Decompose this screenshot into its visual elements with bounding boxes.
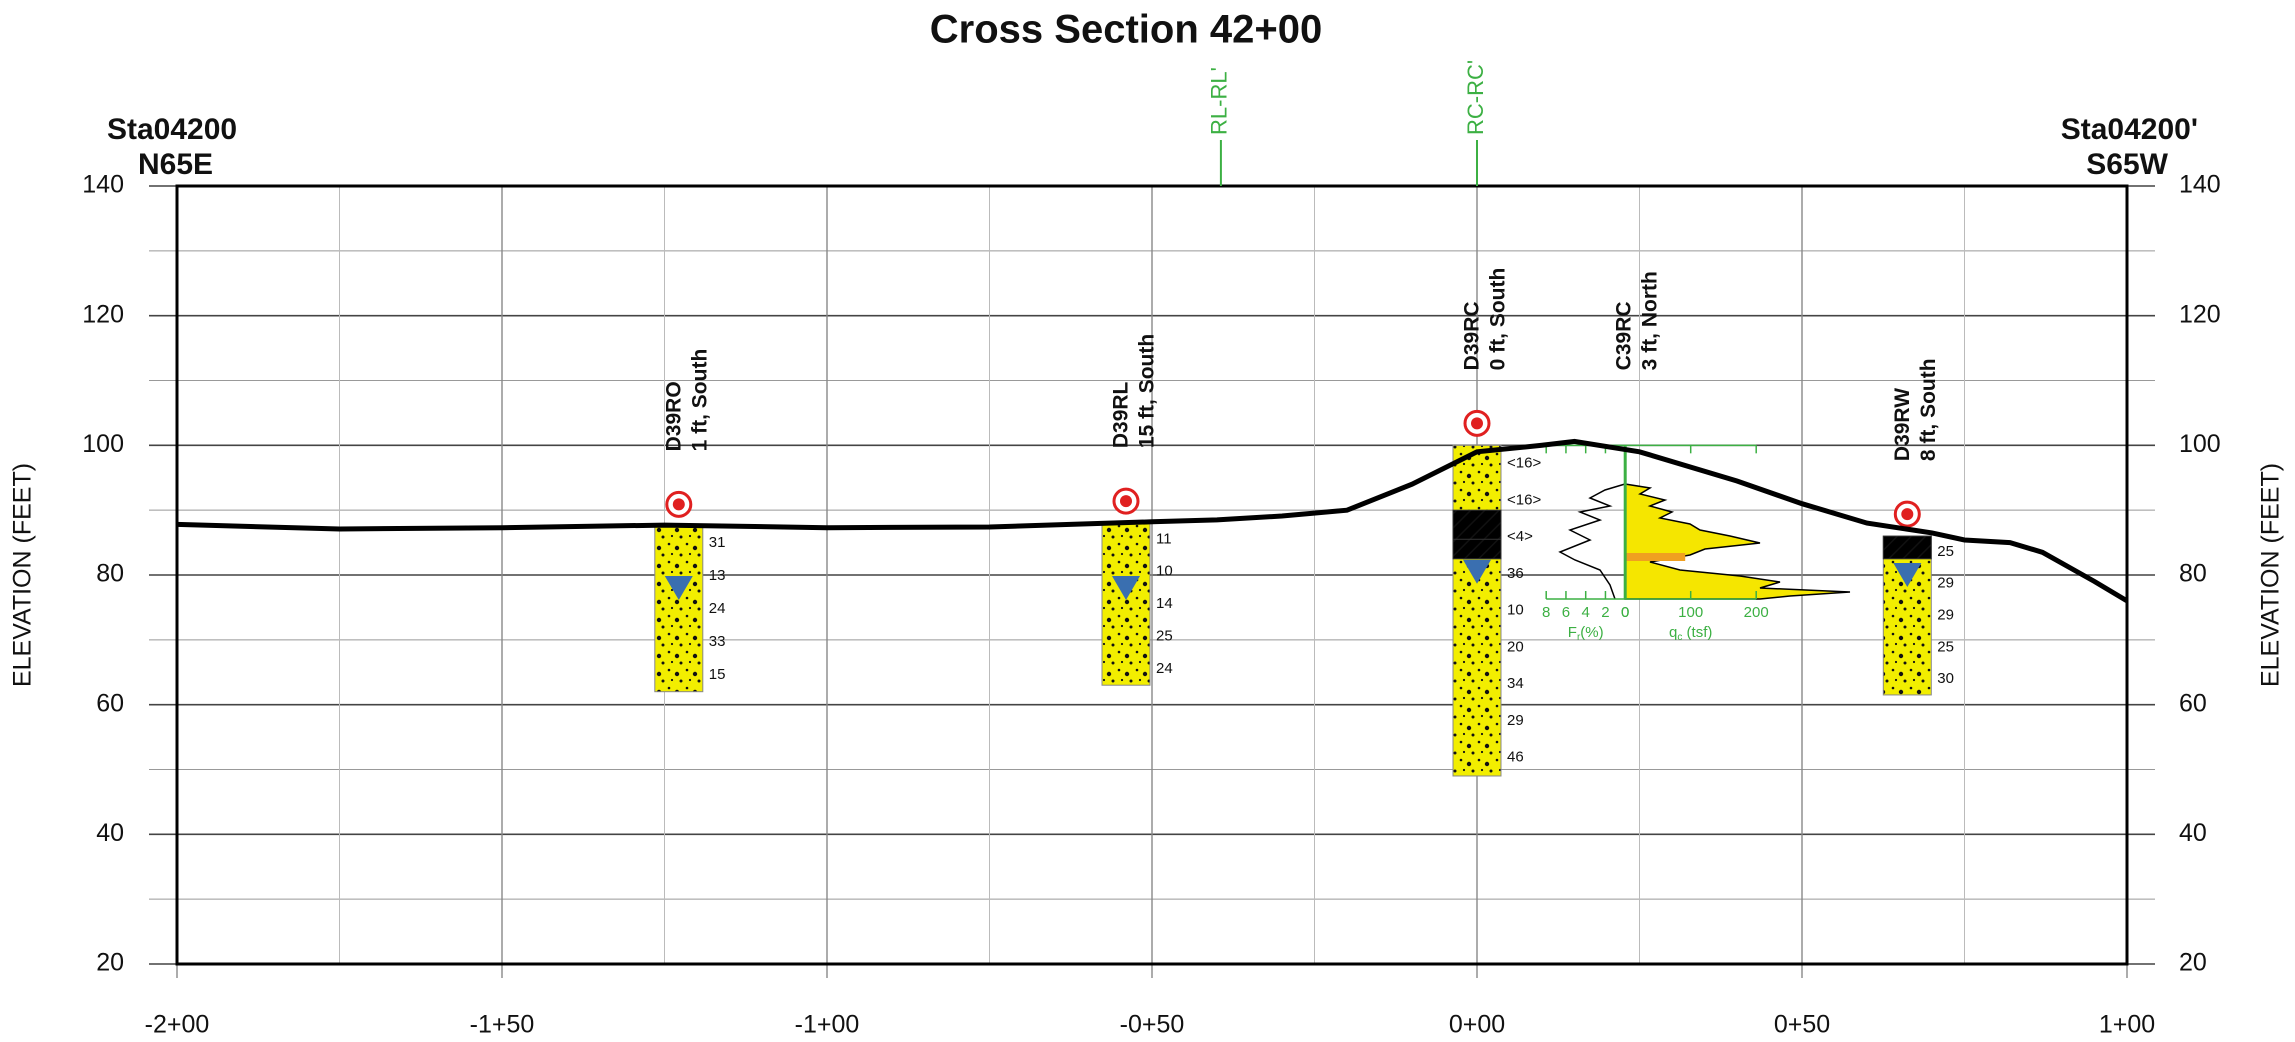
blow-count: 25: [1937, 638, 1954, 655]
y-axis-title: ELEVATION (FEET): [9, 463, 37, 687]
y-tick-label: 120: [82, 300, 124, 328]
y2-tick-label: 140: [2179, 171, 2221, 199]
cpt-qc-tick-label: 200: [1744, 604, 1769, 621]
y-tick-label: 80: [96, 560, 124, 588]
borehole-offset: 1 ft, South: [688, 349, 711, 452]
blow-count: 15: [709, 666, 726, 683]
cpt-id: C39RC: [1613, 301, 1636, 370]
cpt-offset: 3 ft, North: [1639, 271, 1662, 370]
y-tick-label: 60: [96, 689, 124, 717]
borehole-offset: 15 ft, South: [1136, 334, 1159, 448]
y2-tick-label: 100: [2179, 430, 2221, 458]
blow-count: 30: [1937, 670, 1954, 687]
cpt-qc-label-part: q: [1669, 624, 1677, 641]
boring-marker-dot: [1471, 417, 1483, 429]
cpt-fr-label-part: (%): [1580, 624, 1603, 641]
cpt-qc-label: qc (tsf): [1669, 624, 1712, 643]
y2-axis-title: ELEVATION (FEET): [2257, 463, 2285, 687]
blow-count: 24: [1156, 660, 1173, 677]
y-tick-label: 20: [96, 949, 124, 977]
title: Cross Section 42+00: [930, 8, 1322, 52]
blow-count: 31: [709, 534, 726, 551]
cpt-fr-tick-label: 2: [1601, 604, 1609, 621]
blow-count: 34: [1507, 675, 1524, 692]
y-tick-label: 40: [96, 819, 124, 847]
x-tick-label: 0+00: [1449, 1011, 1505, 1039]
blow-count: <16>: [1507, 491, 1541, 508]
blow-count: 29: [1937, 575, 1954, 592]
cross-section: Cross Section 42+00 Sta04200 N65E Sta042…: [0, 0, 2295, 1042]
guide-label: RC-RC': [1463, 60, 1488, 135]
borehole: [1883, 536, 1931, 695]
y2-tick-label: 120: [2179, 300, 2221, 328]
borehole: [1102, 523, 1150, 685]
cpt-fr-label-part: F: [1568, 624, 1577, 641]
cpt-qc-tick-label: 100: [1678, 604, 1703, 621]
cpt-fr-tick-label: 8: [1542, 604, 1550, 621]
blow-count: 14: [1156, 595, 1173, 612]
blow-count: <16>: [1507, 455, 1541, 472]
x-tick-label: -0+50: [1120, 1011, 1185, 1039]
right-direction: S65W: [2086, 148, 2168, 181]
x-tick-label: -1+00: [795, 1011, 860, 1039]
blow-count: 10: [1156, 563, 1173, 580]
x-tick-label: -1+50: [470, 1011, 535, 1039]
soil-layer: [1453, 539, 1501, 558]
blow-count: 10: [1507, 602, 1524, 619]
guide-label: RL-RL': [1207, 67, 1232, 135]
borehole-id: D39RL: [1110, 381, 1133, 448]
blow-count: <4>: [1507, 528, 1533, 545]
blow-count: 25: [1937, 543, 1954, 560]
y-tick-label: 140: [82, 171, 124, 199]
cpt-qc-tick-label: 0: [1621, 604, 1629, 621]
borehole: [1453, 445, 1501, 776]
y-tick-label: 100: [82, 430, 124, 458]
cpt-qc-label-part: (tsf): [1682, 624, 1712, 641]
blow-count: 20: [1507, 638, 1524, 655]
left-direction: N65E: [138, 148, 213, 181]
y2-tick-label: 40: [2179, 819, 2207, 847]
boring-marker-dot: [673, 498, 685, 510]
borehole-id: D39RC: [1461, 301, 1484, 370]
cpt-fr-tick-label: 4: [1582, 604, 1590, 621]
right-station: Sta04200': [2061, 113, 2198, 146]
blow-count: 25: [1156, 628, 1173, 645]
blow-count: 29: [1507, 712, 1524, 729]
cpt-fr-label: Fr(%): [1568, 624, 1604, 643]
y2-tick-label: 60: [2179, 689, 2207, 717]
boring-marker-dot: [1901, 508, 1913, 520]
x-tick-label: 1+00: [2099, 1011, 2155, 1039]
soil-layer: [1453, 510, 1501, 539]
boring-marker-dot: [1120, 495, 1132, 507]
y2-tick-label: 20: [2179, 949, 2207, 977]
blow-count: 46: [1507, 749, 1524, 766]
blow-count: 33: [709, 633, 726, 650]
borehole: [655, 526, 703, 691]
borehole-offset: 0 ft, South: [1487, 268, 1510, 371]
blow-count: 24: [709, 600, 726, 617]
left-station: Sta04200: [107, 113, 237, 146]
x-tick-label: 0+50: [1774, 1011, 1830, 1039]
borehole-id: D39RO: [662, 381, 685, 451]
blow-count: 11: [1156, 530, 1172, 547]
blow-count: 36: [1507, 565, 1524, 582]
x-tick-label: -2+00: [145, 1011, 210, 1039]
cpt-qc-highlight: [1625, 553, 1685, 561]
borehole-id: D39RW: [1891, 388, 1914, 461]
cpt-fr-tick-label: 6: [1562, 604, 1570, 621]
blow-count: 29: [1937, 606, 1954, 623]
soil-layer: [1883, 536, 1931, 559]
borehole-offset: 8 ft, South: [1917, 358, 1940, 461]
blow-count: 13: [709, 567, 726, 584]
y2-tick-label: 80: [2179, 560, 2207, 588]
